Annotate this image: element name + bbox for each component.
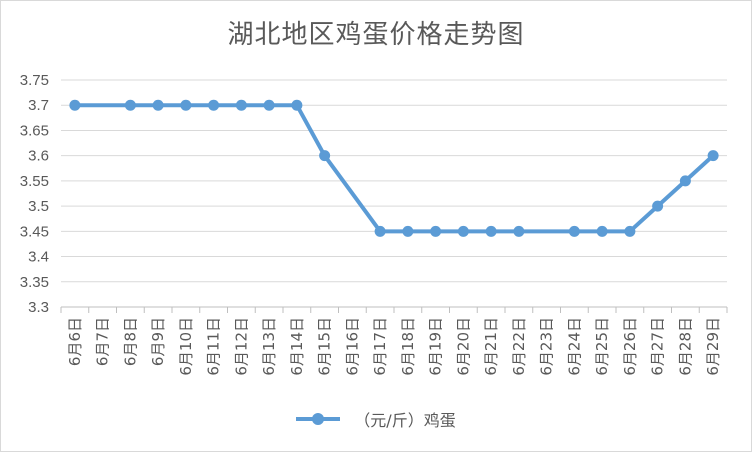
data-point [679, 175, 691, 187]
x-tick-label: 6月29日 [704, 317, 722, 376]
x-tick-label: 6月25日 [593, 317, 611, 376]
y-tick-label: 3.7 [28, 97, 49, 114]
x-tick-label: 6月26日 [621, 317, 639, 376]
x-tick-label: 6月10日 [177, 317, 195, 376]
data-point [235, 99, 247, 111]
x-tick-label: 6月13日 [260, 317, 278, 376]
y-tick-label: 3.5 [28, 198, 49, 215]
x-tick-label: 6月9日 [149, 317, 167, 366]
x-tick-label: 6月8日 [121, 317, 139, 366]
data-point [457, 225, 469, 237]
y-tick-label: 3.65 [20, 122, 49, 139]
x-tick-label: 6月16日 [343, 317, 361, 376]
data-point [69, 99, 81, 111]
y-tick-label: 3.35 [20, 274, 49, 291]
y-tick-label: 3.45 [20, 223, 49, 240]
y-tick-label: 3.4 [28, 249, 49, 266]
data-point [652, 200, 664, 212]
y-tick-label: 3.55 [20, 173, 49, 190]
data-point [596, 225, 608, 237]
data-point [513, 225, 525, 237]
x-tick-label: 6月21日 [482, 317, 500, 376]
data-point [180, 99, 192, 111]
series-line [72, 103, 716, 234]
data-point [124, 99, 136, 111]
x-tick-label: 6月12日 [232, 317, 250, 376]
legend: （元/斤）鸡蛋 [0, 404, 752, 434]
x-tick-label: 6月7日 [94, 317, 112, 366]
data-point [568, 225, 580, 237]
data-point [402, 225, 414, 237]
x-tick-label: 6月27日 [649, 317, 667, 376]
x-tick-label: 6月6日 [66, 317, 84, 366]
data-point [291, 99, 303, 111]
x-tick-label: 6月20日 [454, 317, 472, 376]
x-tick-label: 6月22日 [510, 317, 528, 376]
y-tick-label: 3.6 [28, 148, 49, 165]
data-point [319, 150, 331, 162]
x-tick-label: 6月28日 [676, 317, 694, 376]
data-point [152, 99, 164, 111]
y-tick-label: 3.75 [20, 72, 49, 89]
data-point [624, 225, 636, 237]
x-tick-label: 6月19日 [427, 317, 445, 376]
data-point [430, 225, 442, 237]
x-tick-label: 6月14日 [288, 317, 306, 376]
data-point [263, 99, 275, 111]
x-tick-label: 6月24日 [565, 317, 583, 376]
data-point [208, 99, 220, 111]
x-tick-label: 6月17日 [371, 317, 389, 376]
data-point [485, 225, 497, 237]
x-tick-label: 6月23日 [538, 317, 556, 376]
y-tick-label: 3.3 [28, 299, 49, 316]
x-tick-label: 6月15日 [316, 317, 334, 376]
chart-title: 湖北地区鸡蛋价格走势图 [227, 20, 525, 50]
legend-marker [296, 412, 341, 426]
legend-label: （元/斤）鸡蛋 [354, 411, 456, 430]
x-tick-label: 6月11日 [205, 317, 223, 376]
x-tick-label: 6月18日 [399, 317, 417, 376]
legend-dot [312, 413, 325, 425]
data-point [707, 150, 719, 162]
data-point [374, 225, 386, 237]
